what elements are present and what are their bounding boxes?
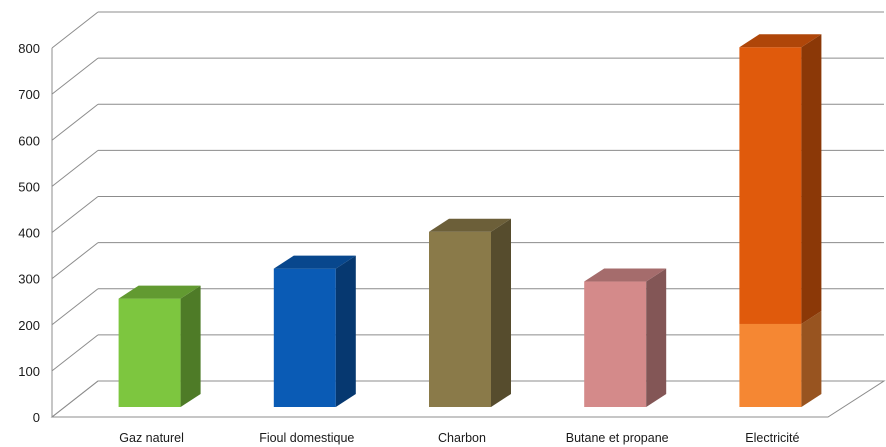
y-tick-label: 0 bbox=[33, 410, 40, 425]
gridline-side bbox=[51, 334, 99, 372]
bar-front bbox=[273, 268, 336, 407]
y-tick-label: 700 bbox=[18, 87, 40, 102]
y-tick-label: 200 bbox=[18, 318, 40, 333]
bar-front bbox=[429, 231, 491, 407]
bar-top bbox=[429, 218, 511, 232]
gridline-side bbox=[51, 11, 99, 49]
bar-top bbox=[273, 255, 356, 269]
bar-top bbox=[118, 285, 201, 299]
gridline-side bbox=[51, 242, 99, 280]
y-tick-label: 500 bbox=[18, 179, 40, 194]
gridline-side bbox=[51, 288, 99, 326]
gridline-side bbox=[51, 380, 99, 418]
bar-side bbox=[491, 218, 511, 407]
bar-front bbox=[739, 47, 802, 324]
bar-butane-et-propane bbox=[584, 268, 667, 407]
bar-side bbox=[801, 34, 822, 324]
x-tick-label: Butane et propane bbox=[566, 431, 669, 445]
gridline-side bbox=[51, 57, 99, 95]
bar-side bbox=[335, 255, 356, 407]
gridline-side bbox=[51, 196, 99, 233]
y-axis-tick-labels: 0 100 200 300 400 500 600 700 800 bbox=[18, 41, 40, 425]
x-tick-label: Fioul domestique bbox=[259, 431, 354, 445]
bar-front bbox=[118, 298, 181, 407]
y-tick-label: 800 bbox=[18, 41, 40, 56]
x-tick-label: Electricité bbox=[745, 431, 799, 445]
gridline-side bbox=[51, 149, 99, 187]
bar-fioul-domestique bbox=[273, 255, 356, 407]
gridline-side bbox=[51, 103, 99, 141]
bar-front bbox=[739, 323, 802, 407]
y-tick-label: 400 bbox=[18, 226, 40, 241]
chart-bars bbox=[118, 34, 822, 407]
x-axis-category-labels: Gaz naturel Fioul domestique Charbon Butane… bbox=[119, 431, 799, 445]
bar-electricit- bbox=[739, 34, 822, 407]
bar-side bbox=[801, 310, 822, 407]
bar-side bbox=[646, 268, 667, 407]
bar-front bbox=[584, 281, 647, 407]
bar-side bbox=[180, 285, 201, 407]
bar-top bbox=[739, 34, 822, 48]
bar-top bbox=[584, 268, 667, 282]
bar-charbon bbox=[429, 218, 511, 407]
y-tick-label: 600 bbox=[18, 133, 40, 148]
x-tick-label: Charbon bbox=[438, 431, 486, 445]
x-tick-label: Gaz naturel bbox=[119, 431, 184, 445]
y-tick-label: 100 bbox=[18, 364, 40, 379]
bar-gaz-naturel bbox=[118, 285, 201, 407]
y-tick-label: 300 bbox=[18, 272, 40, 287]
